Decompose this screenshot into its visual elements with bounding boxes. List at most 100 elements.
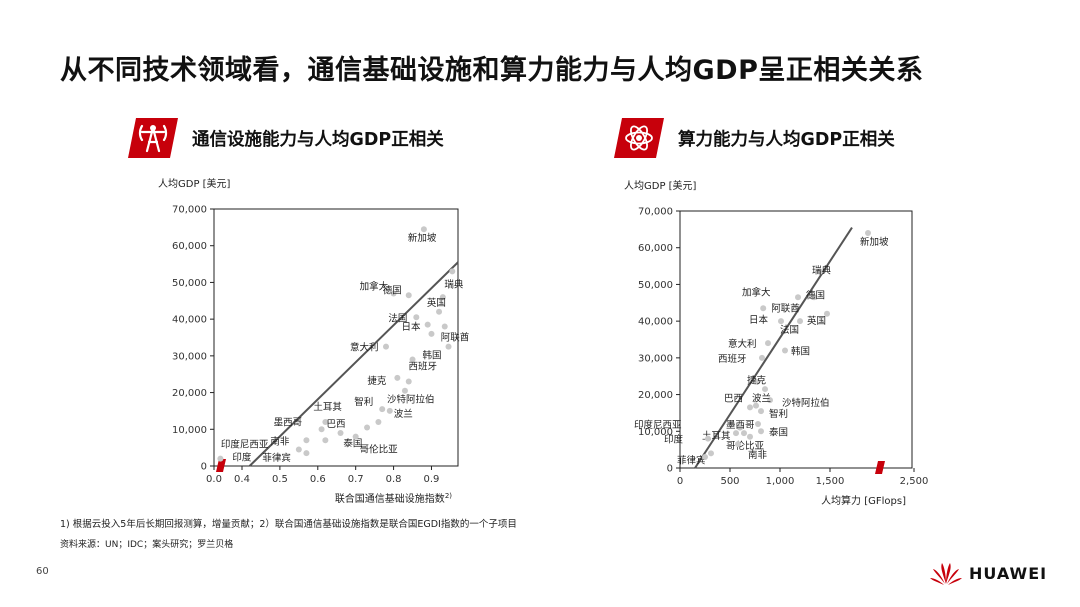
footnote: 1) 根据云投入5年后长期回报测算，增量贡献；2）联合国通信基础设施指数是联合国… [60,519,517,530]
data-point-label: 南非 [748,449,768,461]
data-point-label: 日本 [749,314,769,326]
axis-break-marker [875,461,885,474]
data-point-label: 沙特阿拉伯 [782,397,830,409]
y-tick-label: 20,000 [638,390,673,401]
data-point-label: 智利 [354,396,373,408]
data-point [383,343,389,350]
data-point [747,433,753,440]
data-point-label: 韩国 [791,346,810,358]
data-point [754,378,760,385]
data-point-label: 加拿大 [742,286,771,298]
data-point-label: 新加坡 [860,236,889,248]
data-point [778,318,784,325]
data-point [424,321,431,328]
telecom-tower-icon [128,118,178,158]
data-point [735,441,741,448]
data-point-label: 巴西 [327,419,346,430]
data-point [390,290,397,297]
x-tick-label: 0.8 [386,474,402,485]
x-tick-label: 0.7 [348,474,364,485]
data-point [741,430,747,437]
data-point [318,426,325,433]
huawei-flower-logo [930,563,962,585]
data-point-label: 韩国 [423,350,442,362]
y-tick-label: 50,000 [172,278,207,289]
data-point [375,418,382,425]
data-point [441,323,448,330]
y-tick-label: 40,000 [172,315,207,326]
compute-atom-icon [614,118,664,158]
data-point [428,330,435,337]
data-point [758,428,764,435]
panel-title-left: 通信设施能力与人均GDP正相关 [192,129,444,150]
data-point [760,305,767,312]
data-point [737,424,743,431]
data-point-label: 波兰 [394,408,413,420]
data-point-label: 意大利 [728,338,757,350]
data-point-label: 英国 [427,297,446,309]
y-tick-label: 70,000 [638,207,673,218]
data-point [217,455,224,462]
y-tick-label: 60,000 [638,243,673,254]
brand-name: HUAWEI [969,563,1048,583]
data-point [386,407,393,414]
data-point-label: 法国 [388,312,407,324]
plot-frame [213,208,459,467]
x-tick-label: 0 [677,476,683,487]
x-tick-label: 1,000 [766,476,795,487]
data-point-label: 印度尼西亚 [634,419,682,431]
data-point [439,294,446,301]
y-tick-label: 10,000 [172,425,207,436]
data-point-label: 阿联酋 [441,331,470,343]
data-point-label: 捷克 [367,375,387,387]
y-tick-label: 70,000 [172,205,207,216]
y-tick-label: 0 [201,462,207,473]
data-point-label: 菲律宾 [262,452,291,464]
data-point-label: 瑞典 [812,265,832,277]
page-title: 从不同技术领域看，通信基础设施和算力能力与人均GDP呈正相关关系 [60,55,924,86]
data-point-label: 英国 [807,315,826,327]
data-point-label: 意大利 [350,342,379,354]
x-tick-label: 0.9 [424,474,440,485]
data-point [767,397,773,404]
data-point [409,356,416,363]
data-point [352,433,359,440]
data-point-label: 印度尼西亚 [221,438,269,450]
data-point [708,450,714,457]
scatter-chart-right: 人均GDP [美元] 0 10,000 20,000 30,000 40,000 50,00… [624,179,929,507]
page-number: 60 [36,566,49,577]
data-point [337,429,344,436]
data-point-label: 西班牙 [718,353,747,365]
panel-title-right: 算力能力与人均GDP正相关 [678,129,895,150]
data-point [394,374,401,381]
data-point-label: 印度 [232,452,252,464]
data-point [705,435,711,442]
data-point-label: 印度 [664,434,684,446]
data-point [824,310,830,317]
data-point [413,314,420,321]
data-point [295,446,302,453]
data-point [817,268,823,275]
x-tick-label: 0.5 [272,474,288,485]
data-point-label: 墨西哥 [726,420,755,431]
x-tick-label: 2,500 [900,476,929,487]
data-point [782,347,788,354]
data-point-label: 巴西 [724,393,743,404]
x-tick-label: 0.0 [206,474,222,485]
data-point-label: 沙特阿拉伯 [387,394,435,406]
data-point [729,420,735,427]
data-point-label: 瑞典 [444,278,464,290]
data-point [303,450,310,457]
plot-frame [679,210,913,469]
x-tick-label: 0.6 [310,474,326,485]
data-point-label: 土耳其 [313,401,342,413]
panel-header-right: 算力能力与人均GDP正相关 [614,118,895,158]
data-point [401,387,408,394]
data-point [303,437,310,444]
y-tick-label: 40,000 [638,317,673,328]
trend-line [248,261,459,467]
data-point [865,230,871,237]
data-point-label: 波兰 [752,393,771,405]
data-point [420,226,427,233]
trend-line [694,226,853,469]
